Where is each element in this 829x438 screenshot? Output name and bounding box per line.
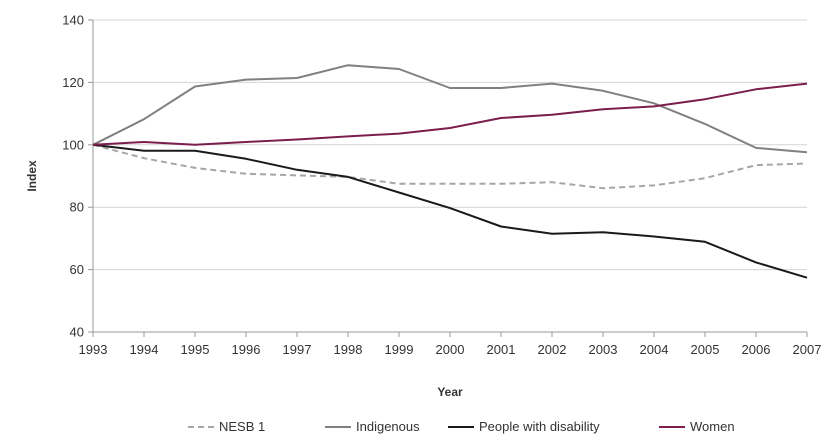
series-line-people-with-disability — [92, 143, 808, 279]
x-axis-title: Year — [437, 385, 463, 399]
x-tick-label: 2001 — [487, 342, 516, 357]
y-tick-label: 140 — [62, 13, 84, 28]
x-tick-label: 1995 — [181, 342, 210, 357]
series-line-women — [92, 82, 808, 146]
x-tick-label: 1996 — [232, 342, 261, 357]
y-tick-label: 100 — [62, 137, 84, 152]
series-lines — [92, 64, 808, 279]
x-tick-label: 2004 — [640, 342, 669, 357]
x-tick-label: 2005 — [691, 342, 720, 357]
y-tick-label: 60 — [70, 262, 84, 277]
y-tick-labels: 40 60 80 100 120 140 — [62, 13, 93, 340]
series-line-nesb-1 — [92, 143, 808, 190]
y-tick-label: 80 — [70, 200, 84, 215]
series-line-indigenous — [92, 64, 808, 154]
legend-label: People with disability — [479, 419, 600, 434]
legend: NESB 1 Indigenous People with disability Wo… — [188, 419, 735, 434]
y-axis-title: Index — [25, 160, 39, 192]
x-tick-label: 1997 — [283, 342, 312, 357]
x-tick-label: 2002 — [538, 342, 567, 357]
x-tick-label: 2003 — [589, 342, 618, 357]
x-tick-label: 1994 — [130, 342, 159, 357]
y-tick-label: 120 — [62, 75, 84, 90]
legend-label: Indigenous — [356, 419, 420, 434]
x-tick-label: 1998 — [334, 342, 363, 357]
x-tick-label: 2000 — [436, 342, 465, 357]
legend-label: NESB 1 — [219, 419, 265, 434]
x-tick-label: 2006 — [742, 342, 771, 357]
legend-label: Women — [690, 419, 735, 434]
x-tick-label: 1999 — [385, 342, 414, 357]
axes — [92, 20, 807, 333]
x-tick-label: 1993 — [79, 342, 108, 357]
y-tick-label: 40 — [70, 325, 84, 340]
x-tick-labels: 1993 1994 1995 1996 1997 1998 1999 2000 2001 2002… — [79, 332, 822, 357]
x-tick-label: 2007 — [793, 342, 822, 357]
